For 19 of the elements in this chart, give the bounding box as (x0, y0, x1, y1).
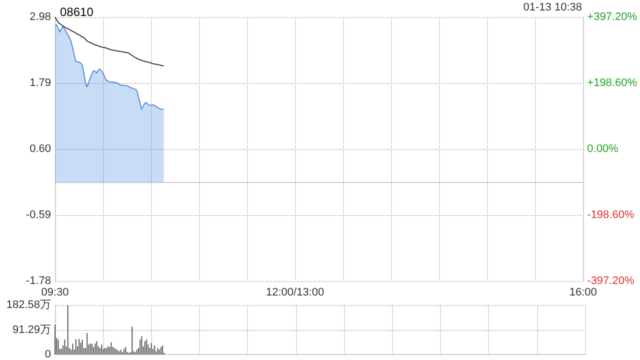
y2-tick-label: -198.60% (587, 209, 634, 221)
y-tick-label: -1.78 (26, 275, 51, 287)
y2-tick-label: +397.20% (587, 11, 638, 23)
y-tick-label: 0 (44, 348, 51, 360)
text: 01-13 10:38 (523, 2, 582, 14)
y2-tick-label: -397.20% (587, 275, 634, 287)
y-tick-label: 182.58万 (6, 299, 51, 311)
y-tick-label: 0.60 (30, 143, 51, 155)
y2-tick-label: +198.60% (587, 77, 638, 89)
y2-tick-label: 0.00% (587, 143, 619, 155)
y-tick-label: -0.59 (26, 209, 51, 221)
y-tick-label: 1.79 (30, 77, 51, 89)
y-tick-label: 2.98 (30, 11, 51, 23)
x-tick-label: 09:30 (41, 286, 69, 298)
chart-title: 08610 (60, 5, 94, 19)
x-tick-label: 16:00 (569, 286, 597, 298)
line-series (54, 16, 164, 66)
y-tick-label: 91.29万 (12, 324, 51, 336)
x-tick-label: 12:00/13:00 (266, 286, 324, 298)
